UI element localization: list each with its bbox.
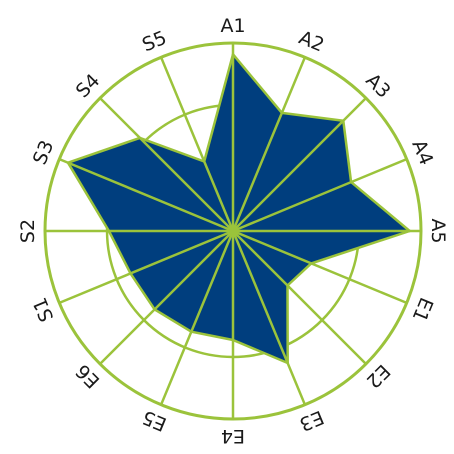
data-point-a3 <box>342 119 345 122</box>
data-point-e5 <box>190 330 193 333</box>
spoke-e5 <box>159 230 235 406</box>
data-point-a2 <box>280 111 284 115</box>
data-point-s4 <box>138 136 142 140</box>
data-point-s5 <box>203 160 206 163</box>
data-points <box>66 53 411 365</box>
data-point-e6 <box>153 308 156 311</box>
spoke-s5 <box>159 56 235 232</box>
data-point-e1 <box>310 262 313 265</box>
data-point-a5 <box>408 229 411 233</box>
axis-label-a4: A4 <box>407 137 437 169</box>
data-point-e4 <box>231 338 235 342</box>
axis-label-e4: E4 <box>221 425 245 447</box>
grid-ring-outer <box>43 41 423 421</box>
series-area <box>66 53 411 365</box>
data-point-s1 <box>129 272 132 275</box>
axis-label-s3: S3 <box>29 137 59 168</box>
data-point-e3 <box>286 361 289 365</box>
spoke-s3 <box>58 157 234 233</box>
data-point-e2 <box>286 284 289 287</box>
spoke-a4 <box>232 157 408 233</box>
spoke-e3 <box>231 230 307 406</box>
center-hub <box>229 227 237 235</box>
spoke-a2 <box>231 56 307 232</box>
axis-label-a1: A1 <box>220 15 245 37</box>
grid-spokes <box>45 43 421 419</box>
spoke-s4 <box>99 97 234 232</box>
axis-label-s1: S1 <box>29 294 59 325</box>
data-point-a4 <box>349 180 353 184</box>
axis-label-e3: E3 <box>296 406 327 436</box>
data-point-s2 <box>107 229 111 233</box>
axis-label-e1: E1 <box>408 294 438 325</box>
outer-ring <box>43 41 423 421</box>
spoke-e6 <box>99 230 234 365</box>
axis-label-a2: A2 <box>296 27 328 57</box>
spoke-e2 <box>232 230 367 365</box>
axis-label-s5: S5 <box>139 27 170 57</box>
spoke-e1 <box>232 229 408 305</box>
axis-label-a5: A5 <box>427 218 449 243</box>
data-point-s3 <box>66 161 70 164</box>
axis-label-e5: E5 <box>139 406 170 436</box>
spoke-s1 <box>58 229 234 305</box>
data-point-a1 <box>231 53 235 56</box>
axis-label-s2: S2 <box>17 219 39 243</box>
